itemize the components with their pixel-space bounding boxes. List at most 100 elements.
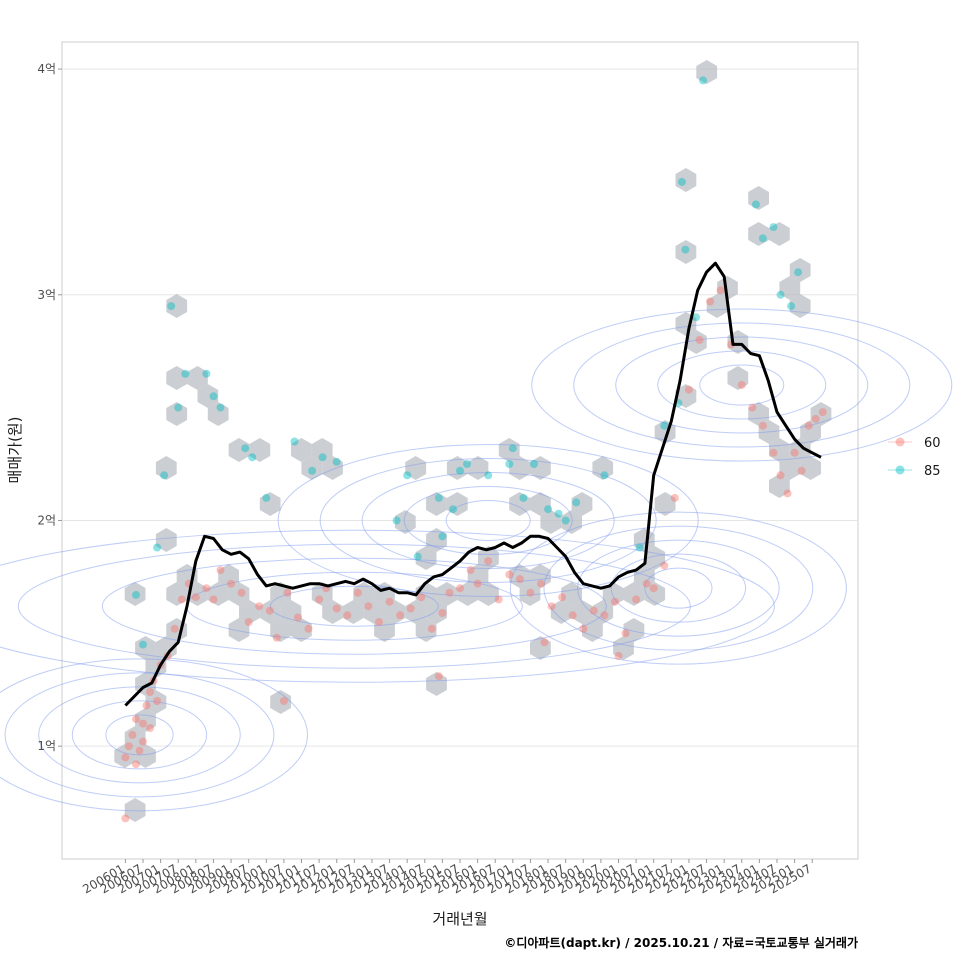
trend-line [124,261,822,707]
point-60 [132,715,140,724]
point-60 [589,606,598,615]
density-contour [610,553,747,623]
point-60 [811,414,820,423]
point-85 [758,234,767,243]
density-contour [361,471,615,569]
hexbin-cell [207,402,229,426]
point-60 [279,697,288,705]
point-85 [544,505,553,514]
hexbin-cell [644,582,666,606]
point-60 [526,588,535,597]
point-60 [142,701,151,710]
point-85 [660,421,669,430]
point-85 [392,516,401,525]
point-60 [237,588,246,597]
point-60 [265,606,274,615]
legend-key-60 [895,437,905,447]
point-60 [797,466,806,475]
density-contour [531,308,953,462]
point-85 [403,471,412,480]
hexbin-cell [717,276,738,300]
hexbin-cell [166,366,188,390]
point-60 [445,588,454,597]
point-60 [272,633,281,642]
point-60 [684,385,693,394]
y-tick-label: 1억 [37,739,56,753]
hexbin-cell [540,510,562,534]
point-85 [794,268,803,277]
point-60 [695,335,704,344]
hexbin-cell [311,438,333,462]
point-60 [706,297,715,306]
point-60 [202,584,211,593]
hexbin-cell [270,690,291,714]
point-85 [438,532,447,541]
point-85 [332,457,341,466]
hexbin-cell [706,294,728,318]
point-60 [515,575,524,584]
hexbin-cell [228,582,250,606]
point-60 [670,493,679,502]
hexbin-cell [478,582,499,606]
hexbin-cell [436,582,458,606]
point-85 [519,493,528,502]
hexbin-cell [426,672,447,696]
hexbin-cell [748,186,769,210]
hexbin-cell [353,582,375,606]
point-60 [614,651,623,660]
hexbin-cell [124,726,146,750]
point-60 [146,724,155,733]
point-60 [540,638,549,647]
hexbin-cell [322,456,343,480]
point-85 [787,302,796,311]
hexbin-cell [426,600,447,624]
density-contour [269,585,439,627]
hexbin-cell [405,456,427,480]
hexbin-cell [623,582,645,606]
point-60 [568,611,577,620]
hexbin-cell [779,456,801,480]
density-contour [573,322,911,448]
point-85 [160,471,169,480]
hexbin-cell [426,492,447,516]
point-85 [456,466,464,475]
point-60 [417,593,426,602]
point-60 [484,557,493,566]
point-85 [262,493,271,502]
point-60 [558,593,567,602]
point-85 [434,493,443,502]
hexbin-cell [571,492,593,516]
point-60 [121,814,130,823]
point-60 [438,609,447,617]
density-contour [17,543,691,669]
point-60 [537,579,545,588]
hexbin-cell [394,510,416,534]
point-85 [776,290,785,299]
hexbin-cell [228,618,250,642]
point-85 [318,453,327,462]
hexbin-cell [478,546,499,570]
density-contours [0,308,953,812]
point-60 [547,602,556,611]
legend-label-60: 60 [924,436,941,451]
hexbin-cell [789,258,811,282]
hexbin-cell [623,618,645,642]
point-60 [783,489,792,498]
hexbin-cell [519,582,541,606]
point-60 [776,471,785,480]
point-85 [139,640,147,649]
hexbin-cell [769,438,790,462]
point-60 [304,624,313,633]
hexbin-cell [810,402,832,426]
hexbin-cell [363,600,385,624]
point-85 [449,505,457,514]
point-60 [244,618,253,626]
hexbin-cell [228,438,250,462]
legend-key-85 [895,465,905,475]
hexbin-cell [114,744,136,768]
point-60 [177,595,186,604]
point-60 [209,595,218,604]
point-60 [227,579,236,588]
hexbin-cell [571,600,593,624]
point-85 [308,466,317,475]
